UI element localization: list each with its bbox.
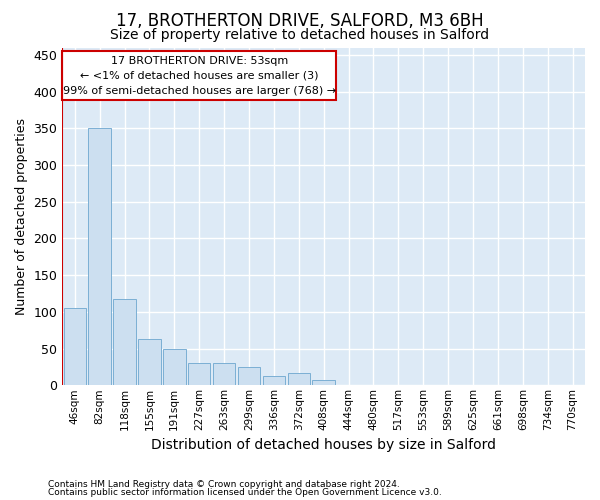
Bar bbox=[562, 384, 584, 386]
Y-axis label: Number of detached properties: Number of detached properties bbox=[15, 118, 28, 315]
Bar bbox=[512, 384, 534, 386]
Bar bbox=[238, 367, 260, 386]
Bar bbox=[64, 308, 86, 386]
Bar bbox=[313, 380, 335, 386]
Text: 17, BROTHERTON DRIVE, SALFORD, M3 6BH: 17, BROTHERTON DRIVE, SALFORD, M3 6BH bbox=[116, 12, 484, 30]
Bar bbox=[163, 348, 185, 386]
Bar bbox=[138, 339, 161, 386]
Bar bbox=[263, 376, 285, 386]
Bar bbox=[88, 128, 111, 386]
Bar bbox=[213, 363, 235, 386]
Bar bbox=[113, 298, 136, 386]
Bar bbox=[287, 373, 310, 386]
X-axis label: Distribution of detached houses by size in Salford: Distribution of detached houses by size … bbox=[151, 438, 496, 452]
Text: Size of property relative to detached houses in Salford: Size of property relative to detached ho… bbox=[110, 28, 490, 42]
Text: 17 BROTHERTON DRIVE: 53sqm
← <1% of detached houses are smaller (3)
99% of semi-: 17 BROTHERTON DRIVE: 53sqm ← <1% of deta… bbox=[62, 56, 336, 96]
Text: Contains public sector information licensed under the Open Government Licence v3: Contains public sector information licen… bbox=[48, 488, 442, 497]
Bar bbox=[62, 51, 336, 100]
Text: Contains HM Land Registry data © Crown copyright and database right 2024.: Contains HM Land Registry data © Crown c… bbox=[48, 480, 400, 489]
Bar bbox=[188, 363, 211, 386]
